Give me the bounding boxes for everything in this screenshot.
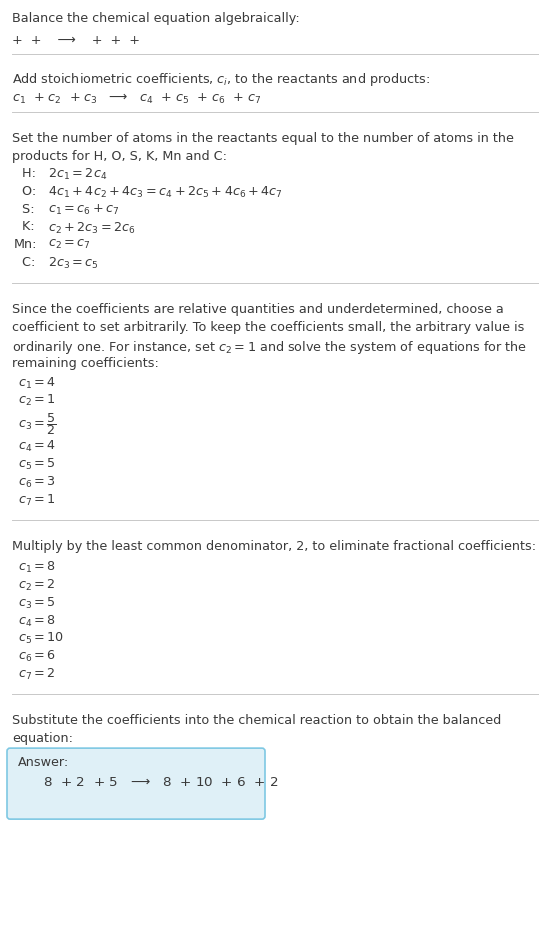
Text: products for H, O, S, K, Mn and C:: products for H, O, S, K, Mn and C: (12, 150, 227, 163)
Text: Multiply by the least common denominator, 2, to eliminate fractional coefficient: Multiply by the least common denominator… (12, 540, 536, 552)
Text: +  +    ⟶    +  +  +: + + ⟶ + + + (12, 33, 140, 46)
Text: O:: O: (14, 184, 36, 197)
Text: $c_4 = 8$: $c_4 = 8$ (18, 613, 56, 628)
Text: $c_1 = 8$: $c_1 = 8$ (18, 559, 56, 575)
Text: equation:: equation: (12, 731, 73, 744)
Text: Answer:: Answer: (18, 756, 69, 768)
Text: $c_3 = 5$: $c_3 = 5$ (18, 595, 56, 610)
Text: $c_2 = 1$: $c_2 = 1$ (18, 393, 56, 408)
Text: C:: C: (14, 256, 36, 269)
Text: coefficient to set arbitrarily. To keep the coefficients small, the arbitrary va: coefficient to set arbitrarily. To keep … (12, 321, 524, 334)
Text: $c_6 = 6$: $c_6 = 6$ (18, 648, 56, 664)
Text: $c_2 + 2 c_3 = 2 c_6$: $c_2 + 2 c_3 = 2 c_6$ (40, 221, 136, 235)
Text: K:: K: (14, 221, 34, 234)
Text: Mn:: Mn: (14, 238, 38, 251)
Text: ordinarily one. For instance, set $c_2 = 1$ and solve the system of equations fo: ordinarily one. For instance, set $c_2 =… (12, 338, 527, 356)
Text: $c_3 = \dfrac{5}{2}$: $c_3 = \dfrac{5}{2}$ (18, 411, 57, 437)
Text: $2 c_1 = 2 c_4$: $2 c_1 = 2 c_4$ (40, 167, 107, 182)
Text: H:: H: (14, 167, 36, 180)
Text: $8$  + $2$  + $5$   ⟶   $8$  + $10$  + $6$  + $2$: $8$ + $2$ + $5$ ⟶ $8$ + $10$ + $6$ + $2$ (26, 775, 279, 788)
Text: $c_1 = 4$: $c_1 = 4$ (18, 375, 56, 390)
Text: $c_1$  + $c_2$  + $c_3$   ⟶   $c_4$  + $c_5$  + $c_6$  + $c_7$: $c_1$ + $c_2$ + $c_3$ ⟶ $c_4$ + $c_5$ + … (12, 92, 261, 106)
Text: $2 c_3 = c_5$: $2 c_3 = c_5$ (40, 256, 99, 271)
Text: $c_4 = 4$: $c_4 = 4$ (18, 438, 56, 453)
Text: $c_2 = c_7$: $c_2 = c_7$ (40, 238, 91, 251)
Text: $c_1 = c_6 + c_7$: $c_1 = c_6 + c_7$ (40, 202, 120, 217)
Text: remaining coefficients:: remaining coefficients: (12, 357, 159, 370)
Text: S:: S: (14, 202, 34, 215)
Text: $c_5 = 5$: $c_5 = 5$ (18, 456, 56, 472)
Text: Balance the chemical equation algebraically:: Balance the chemical equation algebraica… (12, 12, 300, 25)
Text: Since the coefficients are relative quantities and underdetermined, choose a: Since the coefficients are relative quan… (12, 303, 504, 316)
Text: Substitute the coefficients into the chemical reaction to obtain the balanced: Substitute the coefficients into the che… (12, 714, 501, 727)
Text: $c_6 = 3$: $c_6 = 3$ (18, 475, 56, 489)
Text: $c_5 = 10$: $c_5 = 10$ (18, 630, 64, 645)
Text: Add stoichiometric coefficients, $c_i$, to the reactants and products:: Add stoichiometric coefficients, $c_i$, … (12, 70, 430, 88)
Text: $c_7 = 1$: $c_7 = 1$ (18, 492, 56, 507)
FancyBboxPatch shape (7, 748, 265, 819)
Text: $c_7 = 2$: $c_7 = 2$ (18, 667, 56, 681)
Text: $c_2 = 2$: $c_2 = 2$ (18, 578, 56, 592)
Text: $4 c_1 + 4 c_2 + 4 c_3 = c_4 + 2 c_5 + 4 c_6 + 4 c_7$: $4 c_1 + 4 c_2 + 4 c_3 = c_4 + 2 c_5 + 4… (40, 184, 283, 199)
Text: Set the number of atoms in the reactants equal to the number of atoms in the: Set the number of atoms in the reactants… (12, 132, 514, 145)
